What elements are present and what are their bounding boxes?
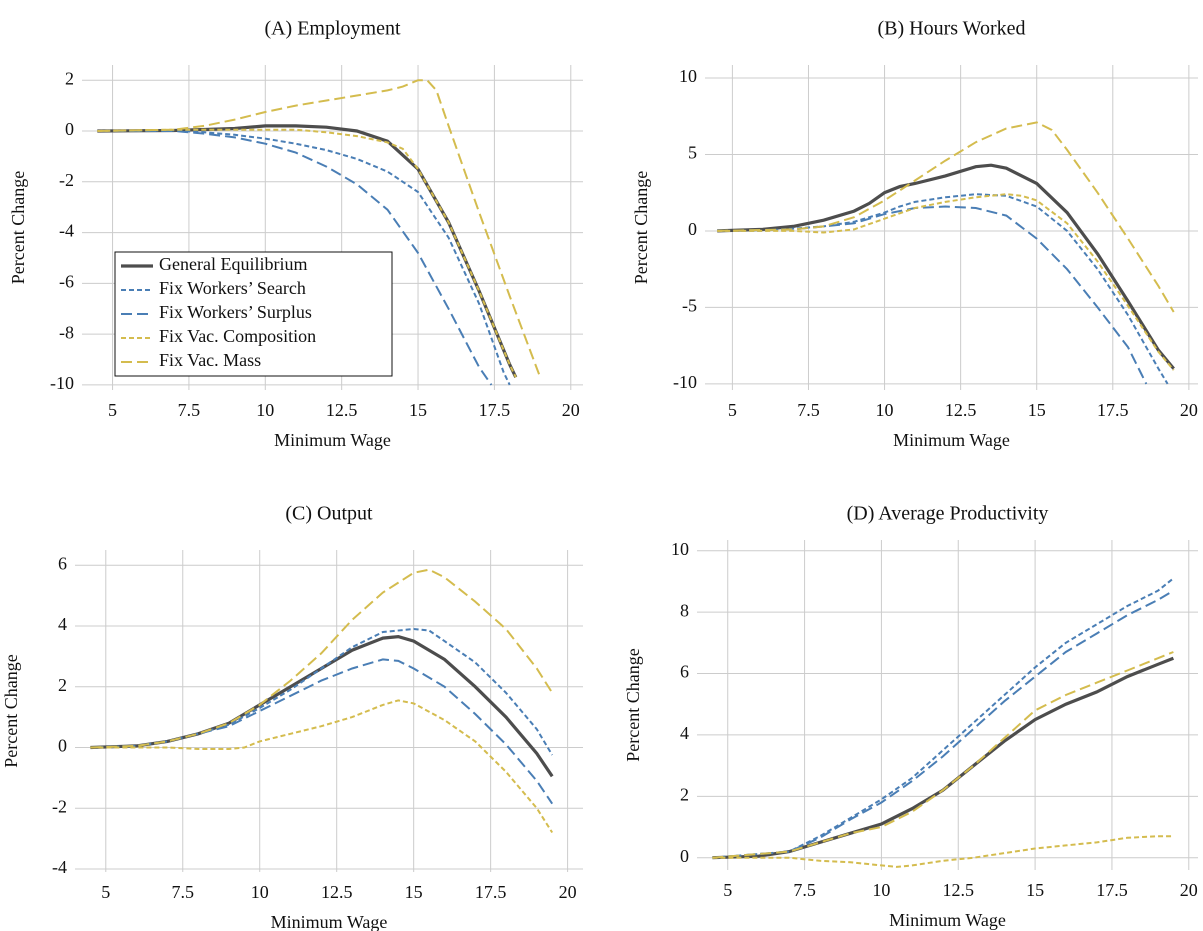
- x-tick-label: 17.5: [479, 400, 511, 420]
- x-tick-label: 5: [723, 880, 732, 900]
- series-line: [712, 651, 1174, 859]
- x-tick-label: 12.5: [321, 882, 353, 902]
- x-tick-label: 20: [559, 882, 577, 902]
- y-tick-label: -10: [673, 372, 697, 392]
- y-tick-label: 2: [58, 675, 67, 695]
- panel-title: (B) Hours Worked: [878, 18, 1026, 40]
- y-tick-label: -6: [59, 271, 74, 291]
- x-tick-label: 20: [1180, 880, 1198, 900]
- y-tick-label: -5: [682, 296, 697, 316]
- y-tick-label: -2: [52, 796, 67, 816]
- panel-title: (A) Employment: [264, 18, 401, 40]
- x-tick-label: 15: [409, 400, 427, 420]
- legend-box: [114, 251, 393, 377]
- series-line: [717, 193, 1169, 385]
- x-tick-label: 12.5: [945, 400, 977, 420]
- x-tick-label: 15: [405, 882, 423, 902]
- series-line: [97, 129, 511, 386]
- x-tick-label: 7.5: [797, 400, 820, 420]
- x-tick-label: 10: [251, 882, 269, 902]
- series-line: [712, 656, 1174, 860]
- y-tick-label: -4: [59, 221, 74, 241]
- x-tick-label: 5: [108, 400, 117, 420]
- series-line: [717, 205, 1148, 385]
- x-tick-label: 20: [1180, 400, 1198, 420]
- y-tick-label: 2: [65, 68, 74, 88]
- series-line: [90, 634, 554, 778]
- series-line: [717, 163, 1175, 370]
- x-tick-label: 17.5: [1097, 400, 1129, 420]
- y-tick-label: 2: [680, 784, 689, 804]
- y-axis-label: Percent Change: [8, 171, 28, 284]
- x-tick-label: 10: [872, 880, 890, 900]
- legend-label: General Equilibrium: [159, 254, 307, 274]
- x-tick-label: 10: [256, 400, 274, 420]
- legend-label: Fix Workers’ Surplus: [159, 302, 312, 322]
- x-tick-label: 17.5: [1096, 880, 1128, 900]
- y-tick-label: 0: [680, 846, 689, 866]
- y-tick-label: 4: [680, 723, 689, 743]
- y-axis-label: Percent Change: [1, 654, 21, 767]
- x-tick-label: 7.5: [172, 882, 195, 902]
- y-tick-label: 4: [58, 614, 67, 634]
- x-tick-label: 20: [562, 400, 580, 420]
- panel-title: (C) Output: [285, 503, 373, 525]
- series-line: [712, 577, 1175, 859]
- y-tick-label: 5: [688, 143, 697, 163]
- series-line: [97, 130, 493, 386]
- x-tick-label: 15: [1026, 880, 1044, 900]
- series-line: [90, 627, 554, 756]
- x-axis-label: Minimum Wage: [889, 910, 1006, 930]
- x-tick-label: 12.5: [326, 400, 358, 420]
- series-line: [97, 128, 517, 378]
- y-tick-label: 10: [679, 66, 697, 86]
- series-line: [90, 658, 554, 805]
- series-line: [90, 568, 554, 749]
- x-tick-label: 7.5: [178, 400, 201, 420]
- legend-label: Fix Workers’ Search: [159, 278, 306, 298]
- y-axis-label: Percent Change: [623, 648, 643, 761]
- x-tick-label: 5: [101, 882, 110, 902]
- x-tick-label: 10: [876, 400, 894, 420]
- y-tick-label: 6: [58, 553, 67, 573]
- y-tick-label: -10: [50, 373, 74, 393]
- x-axis-label: Minimum Wage: [274, 430, 391, 450]
- panel-title: (D) Average Productivity: [847, 503, 1049, 525]
- series-line: [717, 193, 1175, 371]
- y-tick-label: 6: [680, 662, 689, 682]
- x-axis-label: Minimum Wage: [271, 912, 388, 931]
- series-line: [90, 699, 554, 834]
- series-line: [97, 124, 518, 378]
- y-tick-label: 10: [671, 539, 689, 559]
- x-tick-label: 17.5: [475, 882, 507, 902]
- series-line: [717, 121, 1175, 313]
- x-tick-label: 7.5: [793, 880, 816, 900]
- y-tick-label: 0: [58, 736, 67, 756]
- y-tick-label: -2: [59, 170, 74, 190]
- series-line: [97, 79, 542, 378]
- series-line: [712, 835, 1174, 868]
- y-axis-label: Percent Change: [631, 171, 651, 284]
- legend-label: Fix Vac. Composition: [159, 326, 316, 346]
- y-tick-label: -4: [52, 857, 67, 877]
- x-tick-label: 5: [728, 400, 737, 420]
- y-tick-label: 0: [688, 219, 697, 239]
- y-tick-label: -8: [59, 322, 74, 342]
- y-tick-label: 8: [680, 600, 689, 620]
- series-line: [712, 589, 1174, 859]
- x-tick-label: 15: [1028, 400, 1046, 420]
- x-axis-label: Minimum Wage: [893, 430, 1010, 450]
- legend-label: Fix Vac. Mass: [159, 350, 261, 370]
- x-tick-label: 12.5: [943, 880, 975, 900]
- y-tick-label: 0: [65, 119, 74, 139]
